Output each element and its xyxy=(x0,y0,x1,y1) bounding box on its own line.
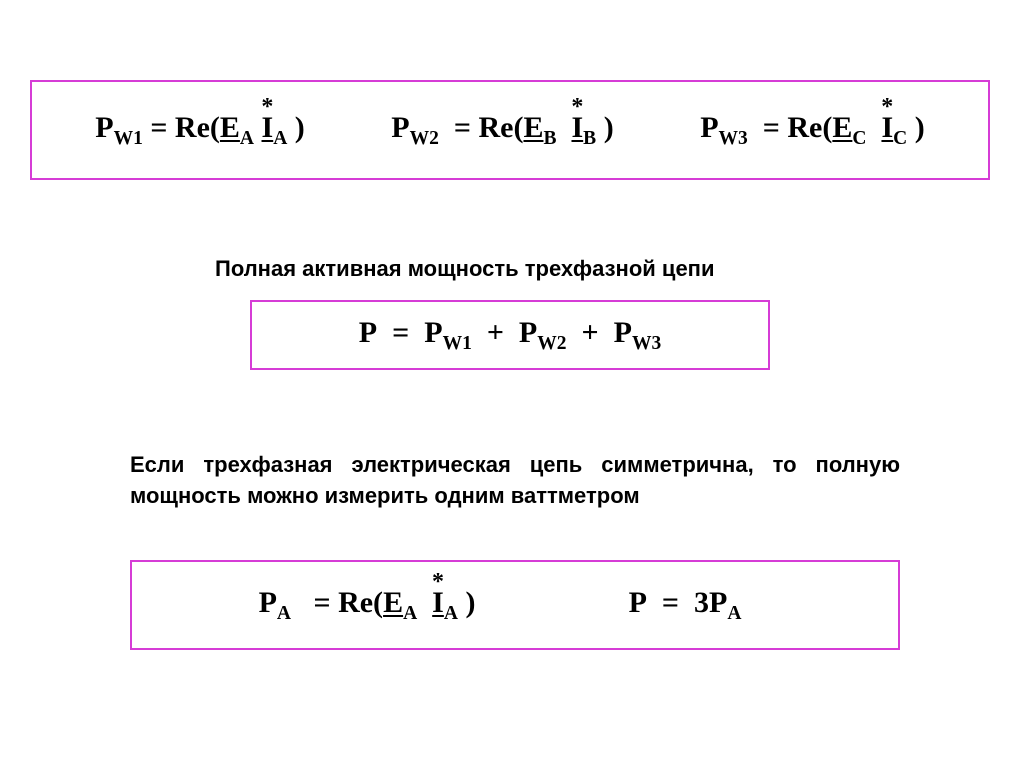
p-sub: A xyxy=(277,603,291,624)
t2sub: W2 xyxy=(537,333,566,354)
close: ) xyxy=(915,111,925,144)
p-sub: W2 xyxy=(410,128,439,149)
e-sym: E xyxy=(220,111,240,144)
plus2: + xyxy=(582,316,599,349)
formula-box-2: P = PW1 + PW2 + PW3 xyxy=(250,300,770,370)
lhs: P xyxy=(629,586,647,619)
eq: = Re( xyxy=(150,111,220,144)
i-sym: I xyxy=(432,586,444,619)
i-sub: A xyxy=(444,603,458,624)
formula-box-1: PW1 = Re(EA IA ) PW2 = Re(EB IB ) PW3 = … xyxy=(30,80,990,180)
formula-pw1: PW1 = Re(EA IA ) xyxy=(95,111,305,150)
rhsub: A xyxy=(727,603,741,624)
coef: 3 xyxy=(694,586,709,619)
e-sub: A xyxy=(403,603,417,624)
eq: = xyxy=(662,586,679,619)
p-sym: P xyxy=(259,586,277,619)
eq: = Re( xyxy=(454,111,524,144)
e-sym: E xyxy=(523,111,543,144)
caption-total-power: Полная активная мощность трехфазной цепи xyxy=(215,256,715,282)
i-sym: I xyxy=(881,111,893,144)
p-sub: W3 xyxy=(719,128,748,149)
eq: = xyxy=(392,316,409,349)
formula-pw3: PW3 = Re(EC IC ) xyxy=(700,111,925,150)
eq: = Re( xyxy=(313,586,383,619)
formula-p-3pa: P = 3PA xyxy=(629,586,742,625)
caption-symmetric: Если трехфазная электрическая цепь симме… xyxy=(130,450,900,512)
formula-pw2: PW2 = Re(EB IB ) xyxy=(391,111,613,150)
t3: P xyxy=(614,316,632,349)
i-sub: B xyxy=(583,128,596,149)
p-sym: P xyxy=(700,111,718,144)
close: ) xyxy=(604,111,614,144)
close: ) xyxy=(465,586,475,619)
p-sym: P xyxy=(391,111,409,144)
e-sub: B xyxy=(543,128,556,149)
i-sub: C xyxy=(893,128,907,149)
e-sub: A xyxy=(240,128,254,149)
formula-total-p: P = PW1 + PW2 + PW3 xyxy=(359,316,661,355)
close: ) xyxy=(295,111,305,144)
p-sub: W1 xyxy=(114,128,143,149)
lhs: P xyxy=(359,316,377,349)
p-sym: P xyxy=(95,111,113,144)
e-sym: E xyxy=(832,111,852,144)
e-sym: E xyxy=(383,586,403,619)
formula-box-3: PA = Re(EA IA ) P = 3PA xyxy=(130,560,900,650)
plus1: + xyxy=(487,316,504,349)
formula-pa: PA = Re(EA IA ) xyxy=(259,586,476,625)
t2: P xyxy=(519,316,537,349)
t1sub: W1 xyxy=(443,333,472,354)
e-sub: C xyxy=(852,128,866,149)
t1: P xyxy=(424,316,442,349)
t3sub: W3 xyxy=(632,333,661,354)
i-sym: I xyxy=(571,111,583,144)
rhs: P xyxy=(709,586,727,619)
eq: = Re( xyxy=(763,111,833,144)
i-sub: A xyxy=(273,128,287,149)
i-sym: I xyxy=(262,111,274,144)
